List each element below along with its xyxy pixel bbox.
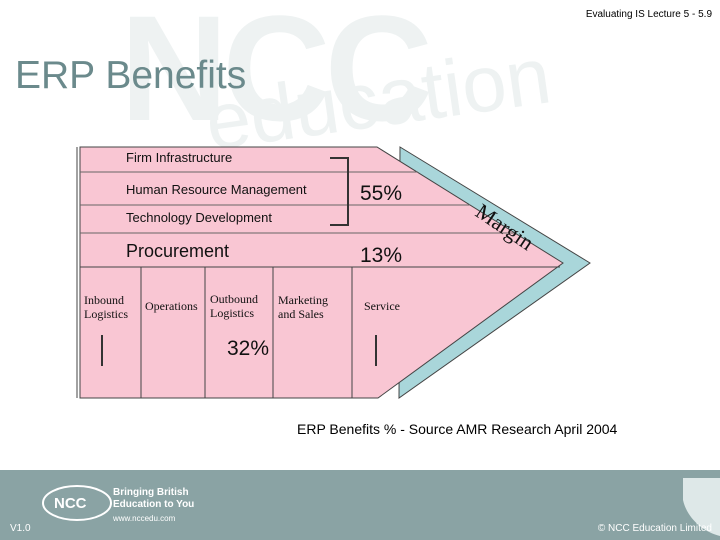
- corner-shield-icon: [683, 478, 720, 536]
- bracket-55: [330, 157, 349, 226]
- chart-caption: ERP Benefits % - Source AMR Research Apr…: [297, 421, 618, 437]
- footer-url: www.nccedu.com: [113, 514, 176, 523]
- primary-outbound-logistics: Outbound Logistics: [210, 292, 258, 320]
- ncc-logo-icon: NCC: [42, 485, 112, 521]
- support-firm-infrastructure: Firm Infrastructure: [126, 150, 233, 165]
- primary-inbound-logistics: Inbound Logistics: [84, 293, 128, 321]
- copyright-label: © NCC Education Limited: [597, 523, 712, 534]
- lecture-reference: Evaluating IS Lecture 5 - 5.9: [585, 9, 712, 20]
- version-label: V1.0: [10, 523, 31, 534]
- footer-bar: [0, 470, 720, 540]
- svg-text:NCC: NCC: [120, 0, 430, 152]
- activities-area: [79, 146, 564, 399]
- slide-title: ERP Benefits: [15, 54, 247, 97]
- support-hrm: Human Resource Management: [126, 182, 307, 197]
- percent-13: 13%: [360, 244, 403, 267]
- primary-operations: Operations: [145, 299, 198, 313]
- watermark-logo: NCC education: [120, 0, 556, 167]
- footer-tagline: Bringing British Education to You: [113, 487, 195, 510]
- support-technology: Technology Development: [126, 210, 272, 225]
- percent-55: 55%: [360, 182, 403, 205]
- primary-service: Service: [364, 299, 400, 313]
- percent-32: 32%: [227, 337, 270, 360]
- primary-marketing-sales: Marketing and Sales: [278, 293, 328, 321]
- svg-text:NCC: NCC: [54, 495, 87, 512]
- support-procurement: Procurement: [126, 241, 230, 261]
